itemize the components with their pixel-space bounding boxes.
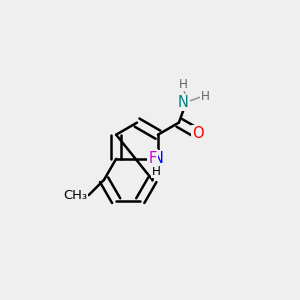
Text: F: F bbox=[148, 151, 157, 166]
Text: CH₃: CH₃ bbox=[63, 189, 87, 202]
Text: H: H bbox=[179, 78, 188, 91]
Text: O: O bbox=[192, 126, 203, 141]
Text: N: N bbox=[152, 151, 164, 166]
Text: H: H bbox=[152, 165, 160, 178]
Text: H: H bbox=[201, 90, 210, 103]
Text: N: N bbox=[178, 95, 189, 110]
